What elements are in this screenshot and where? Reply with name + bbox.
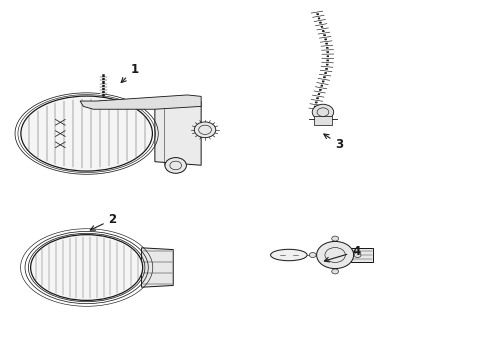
Polygon shape [142,248,173,287]
Text: 4: 4 [324,245,361,262]
Polygon shape [80,95,201,109]
Bar [351,248,373,262]
Circle shape [332,236,339,241]
Circle shape [312,104,334,120]
Polygon shape [155,102,201,165]
Bar [314,116,332,125]
Circle shape [354,252,361,257]
Circle shape [195,122,216,138]
Ellipse shape [30,235,143,300]
Text: 1: 1 [121,63,139,82]
Circle shape [317,242,354,269]
Circle shape [165,158,186,173]
Text: 2: 2 [90,213,117,230]
Circle shape [309,252,316,257]
Ellipse shape [270,249,307,261]
Ellipse shape [21,96,152,171]
Circle shape [332,269,339,274]
Text: 3: 3 [324,134,343,151]
